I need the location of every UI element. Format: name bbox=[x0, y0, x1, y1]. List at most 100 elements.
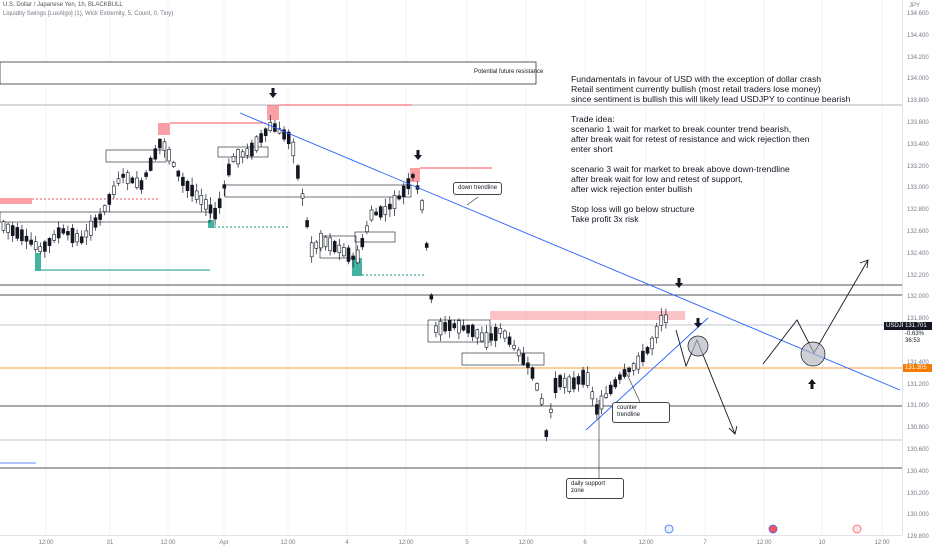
candle-body bbox=[300, 193, 305, 199]
candle-body bbox=[121, 173, 125, 178]
structure-box-1 bbox=[105, 149, 167, 163]
time-tick: 12:00 bbox=[280, 540, 296, 546]
candle-body bbox=[599, 395, 604, 410]
liquidity-zone-left bbox=[0, 198, 32, 204]
candle-body bbox=[148, 157, 153, 171]
candle-body bbox=[461, 325, 466, 331]
candle-body bbox=[604, 393, 608, 398]
candle-body bbox=[567, 376, 572, 392]
candle-body bbox=[535, 383, 539, 391]
candle-body bbox=[664, 314, 668, 323]
counter-trendline-callout: counter trendline bbox=[612, 402, 670, 423]
candle-body bbox=[480, 332, 484, 342]
up-arrow-icon bbox=[808, 379, 816, 389]
chart-pane[interactable]: U.S. Dollar / Japanese Yen, 1h, BLACKBUL… bbox=[0, 0, 902, 535]
resistance-label: Potential future resistance bbox=[474, 69, 544, 75]
candle-body bbox=[452, 323, 457, 329]
candle-body bbox=[102, 205, 107, 213]
time-axis[interactable]: 12:00 31 12:00 Apr 12:00 4 12:00 5 12:00 6 12:00 7 1… bbox=[0, 535, 902, 551]
candle-body bbox=[323, 236, 328, 248]
candle-body bbox=[282, 129, 286, 140]
candle-body bbox=[254, 136, 259, 151]
symbol-title[interactable]: U.S. Dollar / Japanese Yen, 1h, BLACKBUL… bbox=[3, 2, 123, 8]
candle-body bbox=[618, 374, 622, 380]
price-axis[interactable]: JPY 134.600 134.400 134.200 134.000 133.800 1… bbox=[902, 0, 932, 540]
price-tick: 130.800 bbox=[907, 425, 929, 432]
candle-body bbox=[521, 353, 526, 365]
down-trendline-callout-pointer bbox=[466, 196, 479, 206]
candle-body bbox=[15, 227, 20, 239]
candle-body bbox=[181, 176, 185, 186]
candle-body bbox=[93, 217, 98, 228]
last-price-tag: 131.701 bbox=[903, 322, 932, 330]
candle-body bbox=[240, 151, 245, 158]
candle-body bbox=[549, 408, 553, 413]
price-tick: 130.200 bbox=[907, 490, 929, 497]
candle-body bbox=[397, 195, 401, 200]
down-trendline-callout: down trendline bbox=[453, 182, 503, 195]
candle-body bbox=[162, 141, 167, 151]
candle-body bbox=[332, 241, 337, 253]
candle-body bbox=[401, 185, 406, 197]
liquidity-zone-high-2 bbox=[158, 123, 170, 135]
time-tick: 12:00 bbox=[638, 540, 654, 546]
candle-body bbox=[576, 376, 581, 385]
candle-body bbox=[631, 363, 636, 371]
candle-body bbox=[641, 350, 645, 363]
price-tick: 134.400 bbox=[907, 32, 929, 39]
candle-body bbox=[38, 246, 43, 252]
candle-body bbox=[659, 315, 664, 326]
candle-body bbox=[484, 332, 489, 348]
price-tick: 132.200 bbox=[907, 272, 929, 279]
time-tick: 5 bbox=[465, 540, 469, 546]
event-icon bbox=[852, 524, 862, 534]
price-tick: 133.400 bbox=[907, 141, 929, 148]
time-tick: 12:00 bbox=[38, 540, 54, 546]
candle-body bbox=[190, 184, 194, 197]
time-tick: 10 bbox=[818, 540, 826, 546]
candle-body bbox=[447, 320, 452, 331]
candle-body bbox=[562, 377, 567, 388]
candle-body bbox=[383, 206, 388, 215]
candle-body bbox=[438, 320, 443, 336]
structure-box-2 bbox=[224, 184, 412, 198]
candle-body bbox=[217, 198, 222, 209]
support-zone-2 bbox=[352, 258, 362, 276]
countdown-tag: 36:53 bbox=[903, 337, 932, 345]
time-tick: 7 bbox=[703, 540, 707, 546]
candle-body bbox=[84, 230, 89, 238]
candle-body bbox=[411, 174, 415, 178]
price-tick: 132.000 bbox=[907, 294, 929, 301]
candle-body bbox=[493, 326, 498, 341]
liquidity-zone-high-3 bbox=[410, 168, 420, 182]
candle-body bbox=[429, 294, 434, 300]
symbol-price-tag: USDJPY bbox=[884, 322, 910, 330]
candle-body bbox=[43, 241, 47, 252]
time-tick: 12:00 bbox=[160, 540, 176, 546]
candle-body bbox=[213, 207, 217, 220]
candle-body bbox=[622, 369, 627, 377]
indicator-legend[interactable]: Liquidity Swings [LuxAlgo] (1), Wick Ext… bbox=[3, 11, 174, 17]
candle-body bbox=[47, 238, 52, 246]
candle-body bbox=[6, 223, 10, 233]
candle-body bbox=[291, 141, 296, 157]
candle-body bbox=[539, 398, 544, 405]
price-tick: 132.400 bbox=[907, 250, 929, 257]
candle-body bbox=[286, 131, 291, 145]
candle-body bbox=[158, 138, 162, 149]
structure-box-7 bbox=[461, 352, 545, 366]
candle-body bbox=[296, 165, 300, 179]
candle-body bbox=[167, 149, 171, 162]
candle-body bbox=[516, 349, 521, 357]
candle-body bbox=[530, 367, 535, 379]
candle-body bbox=[309, 242, 314, 258]
time-tick: 12:00 bbox=[518, 540, 534, 546]
chart-canvas[interactable] bbox=[0, 0, 902, 535]
candle-body bbox=[374, 211, 378, 216]
candle-body bbox=[595, 404, 599, 415]
time-tick: Apr bbox=[219, 540, 229, 546]
candle-body bbox=[66, 231, 70, 236]
price-tick: 134.200 bbox=[907, 54, 929, 61]
candle-body bbox=[470, 324, 475, 337]
candle-body bbox=[231, 155, 236, 163]
